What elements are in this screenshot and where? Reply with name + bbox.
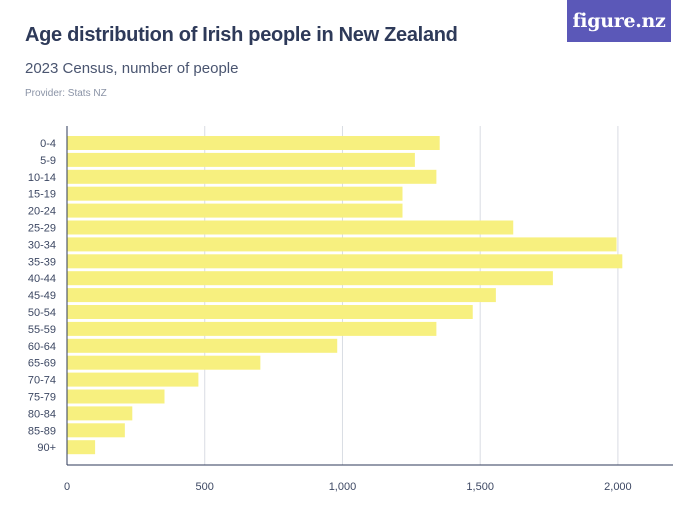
category-label: 10-14 [28, 172, 56, 184]
bar-50-54[interactable] [67, 305, 473, 319]
bar-80-84[interactable] [67, 406, 133, 421]
data-provider: Provider: Stats NZ [25, 88, 107, 99]
category-label: 0-4 [40, 138, 56, 150]
chart-subtitle: 2023 Census, number of people [25, 60, 239, 77]
bar-35-39[interactable] [67, 254, 623, 269]
category-label: 60-64 [28, 341, 56, 353]
bar-75-79[interactable] [67, 389, 165, 404]
bar-0-4[interactable] [67, 136, 440, 150]
category-label: 90+ [37, 442, 56, 454]
bar-10-14[interactable] [67, 169, 437, 184]
category-label: 70-74 [28, 375, 56, 387]
bar-70-74[interactable] [67, 372, 199, 387]
category-label: 15-19 [28, 189, 56, 201]
x-tick-label: 0 [64, 481, 70, 493]
bars [67, 136, 623, 455]
category-labels: 0-4 5-9 10-14 15-19 20-24 25-29 30-34 35-39 40-4… [28, 138, 56, 454]
x-axis-tick-labels: 0 500 1,000 1,500 2,000 [64, 481, 632, 493]
bar-25-29[interactable] [67, 220, 514, 235]
chart-title: Age distribution of Irish people in New … [25, 24, 458, 46]
bar-40-44[interactable] [67, 271, 553, 286]
category-label: 50-54 [28, 307, 56, 319]
bar-85-89[interactable] [67, 423, 125, 438]
bar-60-64[interactable] [67, 338, 338, 353]
bar-30-34[interactable] [67, 237, 617, 252]
category-label: 5-9 [40, 155, 56, 167]
bar-15-19[interactable] [67, 186, 403, 201]
category-label: 30-34 [28, 239, 56, 251]
category-label: 75-79 [28, 392, 56, 404]
bar-90+[interactable] [67, 440, 96, 455]
category-label: 35-39 [28, 256, 56, 268]
category-label: 65-69 [28, 358, 56, 370]
x-tick-label: 500 [196, 481, 214, 493]
category-label: 85-89 [28, 425, 56, 437]
category-label: 40-44 [28, 273, 56, 285]
category-label: 80-84 [28, 408, 56, 420]
category-label: 55-59 [28, 324, 56, 336]
x-tick-label: 2,000 [604, 481, 632, 493]
figure-nz-logo[interactable]: figure.nz [567, 0, 671, 42]
bar-55-59[interactable] [67, 321, 437, 336]
bar-45-49[interactable] [67, 288, 496, 303]
bar-5-9[interactable] [67, 152, 415, 167]
category-label: 25-29 [28, 223, 56, 235]
bar-20-24[interactable] [67, 203, 403, 218]
x-tick-label: 1,000 [329, 481, 357, 493]
category-label: 20-24 [28, 206, 56, 218]
bar-65-69[interactable] [67, 355, 261, 370]
x-tick-label: 1,500 [466, 481, 494, 493]
category-label: 45-49 [28, 290, 56, 302]
